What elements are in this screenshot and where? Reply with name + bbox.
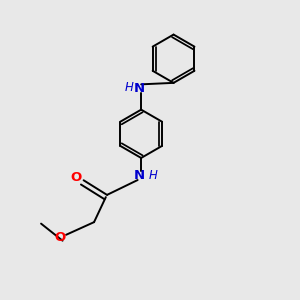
Text: H: H: [124, 81, 133, 94]
Text: N: N: [134, 82, 145, 95]
Text: H: H: [148, 169, 158, 182]
Text: O: O: [54, 231, 65, 244]
Text: N: N: [134, 169, 145, 182]
Text: O: O: [70, 171, 81, 184]
